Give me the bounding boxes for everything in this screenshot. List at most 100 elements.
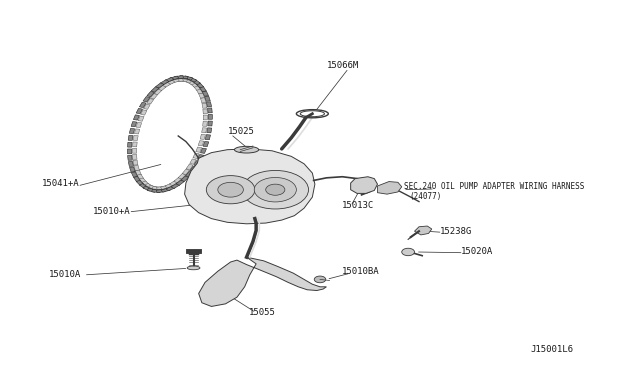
Polygon shape — [178, 174, 186, 179]
Polygon shape — [147, 99, 154, 104]
Text: 15010BA: 15010BA — [342, 267, 380, 276]
Polygon shape — [193, 153, 199, 158]
Text: 15025: 15025 — [227, 126, 254, 136]
Polygon shape — [196, 147, 202, 152]
Polygon shape — [170, 79, 179, 83]
Polygon shape — [152, 189, 161, 193]
Polygon shape — [127, 149, 132, 154]
Text: 15010+A: 15010+A — [93, 207, 131, 216]
Polygon shape — [128, 135, 133, 140]
Polygon shape — [127, 142, 132, 147]
Polygon shape — [170, 76, 179, 80]
Polygon shape — [132, 148, 137, 153]
Polygon shape — [142, 181, 150, 186]
Polygon shape — [170, 180, 178, 186]
Polygon shape — [186, 80, 195, 85]
Polygon shape — [156, 186, 165, 190]
Polygon shape — [140, 102, 146, 108]
Polygon shape — [179, 78, 188, 82]
Polygon shape — [141, 110, 147, 115]
Polygon shape — [207, 102, 212, 107]
Polygon shape — [203, 141, 209, 147]
Polygon shape — [132, 142, 137, 147]
Ellipse shape — [234, 146, 259, 153]
Polygon shape — [202, 103, 207, 108]
Polygon shape — [136, 122, 141, 128]
Polygon shape — [133, 160, 138, 165]
Polygon shape — [186, 164, 193, 170]
Polygon shape — [192, 79, 200, 85]
Polygon shape — [171, 183, 180, 189]
Polygon shape — [196, 89, 203, 94]
Polygon shape — [203, 109, 207, 114]
Polygon shape — [131, 172, 138, 177]
Polygon shape — [138, 116, 144, 121]
Polygon shape — [179, 76, 188, 79]
Polygon shape — [203, 121, 207, 126]
Polygon shape — [174, 177, 182, 183]
Polygon shape — [190, 166, 197, 171]
Polygon shape — [145, 183, 154, 188]
Polygon shape — [193, 85, 200, 90]
Polygon shape — [207, 128, 212, 133]
Circle shape — [206, 176, 255, 204]
Polygon shape — [133, 135, 138, 141]
Circle shape — [254, 177, 296, 202]
Polygon shape — [204, 115, 207, 120]
Text: SEC.240 OIL PUMP ADAPTER WIRING HARNESS: SEC.240 OIL PUMP ADAPTER WIRING HARNESS — [404, 182, 585, 190]
Polygon shape — [152, 186, 161, 190]
Polygon shape — [182, 169, 189, 174]
Polygon shape — [161, 185, 170, 189]
Polygon shape — [143, 97, 150, 102]
Polygon shape — [151, 87, 159, 92]
Polygon shape — [161, 188, 170, 192]
Circle shape — [314, 276, 326, 283]
Polygon shape — [176, 180, 184, 185]
Polygon shape — [140, 178, 147, 183]
Polygon shape — [200, 98, 206, 103]
Polygon shape — [162, 83, 170, 88]
Polygon shape — [134, 176, 140, 182]
Polygon shape — [175, 78, 184, 82]
Text: 15238G: 15238G — [440, 227, 472, 236]
Polygon shape — [129, 167, 135, 172]
Polygon shape — [166, 186, 175, 191]
Polygon shape — [194, 161, 200, 166]
Polygon shape — [147, 92, 154, 97]
Polygon shape — [378, 182, 402, 194]
Polygon shape — [136, 180, 144, 186]
Text: 15013C: 15013C — [342, 201, 374, 210]
Polygon shape — [189, 82, 198, 87]
Polygon shape — [205, 135, 211, 140]
Polygon shape — [134, 129, 140, 134]
Polygon shape — [415, 226, 432, 235]
Circle shape — [266, 184, 285, 195]
Polygon shape — [200, 148, 207, 153]
Polygon shape — [166, 80, 175, 85]
Polygon shape — [164, 77, 174, 82]
Polygon shape — [198, 141, 204, 146]
Polygon shape — [200, 86, 206, 92]
Polygon shape — [137, 174, 144, 180]
Ellipse shape — [187, 266, 200, 270]
Polygon shape — [351, 177, 378, 193]
Polygon shape — [148, 185, 157, 189]
Polygon shape — [129, 128, 134, 134]
Polygon shape — [158, 86, 166, 91]
Polygon shape — [181, 176, 189, 182]
Text: 15010A: 15010A — [49, 270, 81, 279]
Polygon shape — [131, 122, 137, 127]
Polygon shape — [150, 94, 157, 99]
Polygon shape — [133, 115, 140, 120]
Polygon shape — [165, 183, 174, 188]
Polygon shape — [156, 189, 165, 193]
Polygon shape — [132, 154, 137, 159]
Polygon shape — [208, 121, 212, 126]
Text: 15066M: 15066M — [326, 61, 358, 70]
Polygon shape — [143, 104, 150, 109]
Polygon shape — [202, 128, 207, 133]
Text: 15041+A: 15041+A — [42, 179, 80, 187]
Polygon shape — [208, 115, 212, 119]
Polygon shape — [140, 183, 148, 189]
Polygon shape — [189, 159, 196, 164]
